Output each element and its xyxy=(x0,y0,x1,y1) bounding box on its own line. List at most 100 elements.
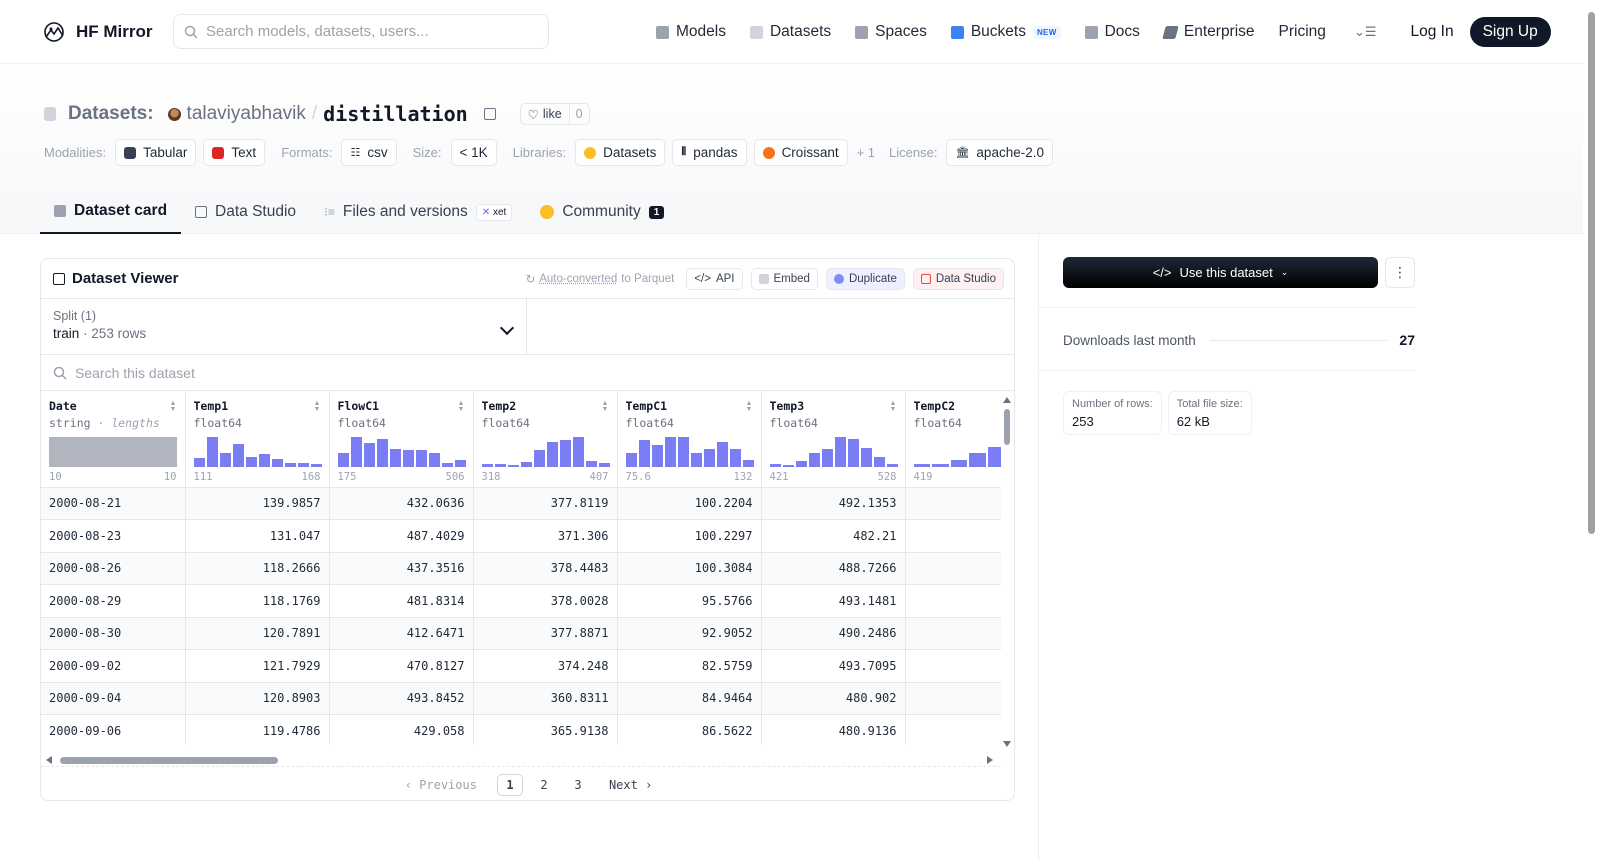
histogram-bar[interactable] xyxy=(258,454,270,467)
histogram-bar[interactable] xyxy=(494,464,506,467)
table-cell[interactable]: 437.3516 xyxy=(329,552,474,585)
tab-files[interactable]: ⁝≡ Files and versions ✕ xet xyxy=(310,190,526,234)
nav-docs[interactable]: Docs xyxy=(1084,23,1140,41)
histogram-bar[interactable] xyxy=(987,446,1001,467)
like-button[interactable]: ♡ like 0 xyxy=(519,103,590,125)
table-cell[interactable]: 492.1353 xyxy=(761,487,906,520)
table-cell[interactable]: 120.7891 xyxy=(185,617,330,650)
tag-pandas[interactable]: ⦀ pandas xyxy=(672,139,747,166)
more-menu-icon[interactable]: ⌄☰ xyxy=(1353,24,1377,39)
previous-page[interactable]: ‹ Previous xyxy=(404,778,477,792)
table-cell[interactable]: 47 xyxy=(905,714,1001,745)
column-header[interactable]: TempC1 float64 ▲ ▼ 75.6 132 xyxy=(617,391,762,488)
column-header[interactable]: Temp3 float64 ▲ ▼ 421 528 xyxy=(761,391,906,488)
table-cell[interactable]: 120.8903 xyxy=(185,682,330,715)
nav-pricing[interactable]: Pricing xyxy=(1279,23,1326,41)
histogram-bar[interactable] xyxy=(860,447,872,467)
table-cell[interactable]: 2000-09-02 xyxy=(41,649,186,683)
histogram-bar[interactable] xyxy=(664,436,676,467)
histogram-bar[interactable] xyxy=(729,449,741,467)
table-cell[interactable]: 480.902 xyxy=(761,682,906,715)
column-header[interactable]: Temp2 float64 ▲ ▼ 318 407 xyxy=(473,391,618,488)
table-cell[interactable]: 2000-08-23 xyxy=(41,519,186,553)
table-cell[interactable]: 378.0028 xyxy=(473,584,618,618)
table-row[interactable]: 2000-09-02 121.7929 470.8127 374.248 82.5759… xyxy=(41,649,1001,683)
histogram-bar[interactable] xyxy=(795,460,807,467)
table-cell[interactable]: 48 xyxy=(905,519,1001,553)
tag-csv[interactable]: ☷ csv xyxy=(341,139,397,166)
table-cell[interactable]: 100.3084 xyxy=(617,552,762,585)
table-row[interactable]: 2000-08-21 139.9857 432.0636 377.8119 100.22… xyxy=(41,487,1001,520)
histogram-bar[interactable] xyxy=(677,436,689,467)
scroll-up-icon[interactable] xyxy=(1003,397,1011,403)
table-cell[interactable]: 100.2204 xyxy=(617,487,762,520)
table-row[interactable]: 2000-08-23 131.047 487.4029 371.306 100.2297… xyxy=(41,519,1001,553)
histogram-bar[interactable] xyxy=(873,456,885,467)
scroll-right-icon[interactable] xyxy=(987,756,993,764)
table-cell[interactable]: 377.8871 xyxy=(473,617,618,650)
copy-icon[interactable] xyxy=(483,108,496,120)
table-cell[interactable]: 493.1481 xyxy=(761,584,906,618)
histogram-bar[interactable] xyxy=(350,436,362,467)
table-cell[interactable]: 365.9138 xyxy=(473,714,618,745)
more-options-button[interactable]: ⋮ xyxy=(1385,257,1415,288)
histogram-bar[interactable] xyxy=(546,442,558,467)
histogram-bar[interactable] xyxy=(310,464,322,467)
histogram-bar[interactable] xyxy=(821,448,833,467)
column-header[interactable]: Date string · lengths ▲ ▼ 10 10 xyxy=(41,391,186,488)
table-cell[interactable]: 481.8314 xyxy=(329,584,474,618)
auto-converted-link[interactable]: Auto-converted xyxy=(539,273,618,285)
page-3[interactable]: 3 xyxy=(574,778,582,792)
histogram-bar[interactable] xyxy=(219,453,231,467)
horizontal-scroll-thumb[interactable] xyxy=(60,757,278,764)
histogram-bar[interactable] xyxy=(271,458,283,467)
histogram-bar[interactable] xyxy=(441,463,453,467)
nav-spaces[interactable]: Spaces xyxy=(855,23,927,41)
histogram-bar[interactable] xyxy=(376,438,388,467)
histogram-bar[interactable] xyxy=(402,450,414,467)
api-button[interactable]: </> API xyxy=(686,268,743,290)
table-cell[interactable]: 482.21 xyxy=(761,519,906,553)
table-cell[interactable]: 480.9136 xyxy=(761,714,906,745)
histogram-bar[interactable] xyxy=(834,436,846,467)
table-vertical-scrollbar[interactable] xyxy=(1002,393,1012,747)
histogram-bar[interactable] xyxy=(969,452,986,467)
table-cell[interactable]: 432.0636 xyxy=(329,487,474,520)
histogram-bar[interactable] xyxy=(690,452,702,467)
auto-converted-note[interactable]: ↻ Auto-converted to Parquet xyxy=(526,272,675,286)
table-cell[interactable]: 371.306 xyxy=(473,519,618,553)
sort-icon[interactable]: ▲ ▼ xyxy=(745,400,753,413)
table-cell[interactable]: 95.5766 xyxy=(617,584,762,618)
histogram-bar[interactable] xyxy=(651,445,663,467)
next-page[interactable]: Next › xyxy=(608,778,653,792)
table-cell[interactable]: 2000-09-04 xyxy=(41,682,186,715)
nav-enterprise[interactable]: Enterprise xyxy=(1162,23,1255,41)
owner-link[interactable]: talaviyabhavik xyxy=(186,103,306,124)
table-row[interactable]: 2000-08-30 120.7891 412.6471 377.8871 92.905… xyxy=(41,617,1001,650)
tag-size[interactable]: < 1K xyxy=(450,139,497,166)
nav-models[interactable]: Models xyxy=(656,23,726,41)
login-link[interactable]: Log In xyxy=(1410,23,1454,40)
vertical-scroll-thumb[interactable] xyxy=(1004,409,1010,445)
table-cell[interactable]: 49 xyxy=(905,584,1001,618)
histogram-bar[interactable] xyxy=(847,438,859,467)
datasets-crumb[interactable]: Datasets: xyxy=(68,103,154,124)
tag-tabular[interactable]: Tabular xyxy=(115,139,197,166)
table-cell[interactable]: 118.1769 xyxy=(185,584,330,618)
use-dataset-button[interactable]: </> Use this dataset ⌄ xyxy=(1063,257,1378,288)
histogram-bar[interactable] xyxy=(638,440,650,467)
histogram-bar[interactable] xyxy=(245,456,257,467)
histogram-bar[interactable] xyxy=(703,449,715,467)
tag-license[interactable]: 🏛 apache-2.0 xyxy=(946,139,1053,166)
table-cell[interactable]: 131.047 xyxy=(185,519,330,553)
table-cell[interactable]: 360.8311 xyxy=(473,682,618,715)
histogram-bar[interactable] xyxy=(742,460,754,467)
histogram-bar[interactable] xyxy=(284,463,296,467)
table-cell[interactable]: 2000-08-29 xyxy=(41,584,186,618)
logo[interactable]: HF Mirror xyxy=(42,20,153,44)
page-scroll-thumb[interactable] xyxy=(1588,12,1595,534)
histogram-bar[interactable] xyxy=(363,443,375,467)
column-header[interactable]: Temp1 float64 ▲ ▼ 111 168 xyxy=(185,391,330,488)
histogram-bar[interactable] xyxy=(769,464,781,467)
tag-text[interactable]: Text xyxy=(203,139,266,166)
